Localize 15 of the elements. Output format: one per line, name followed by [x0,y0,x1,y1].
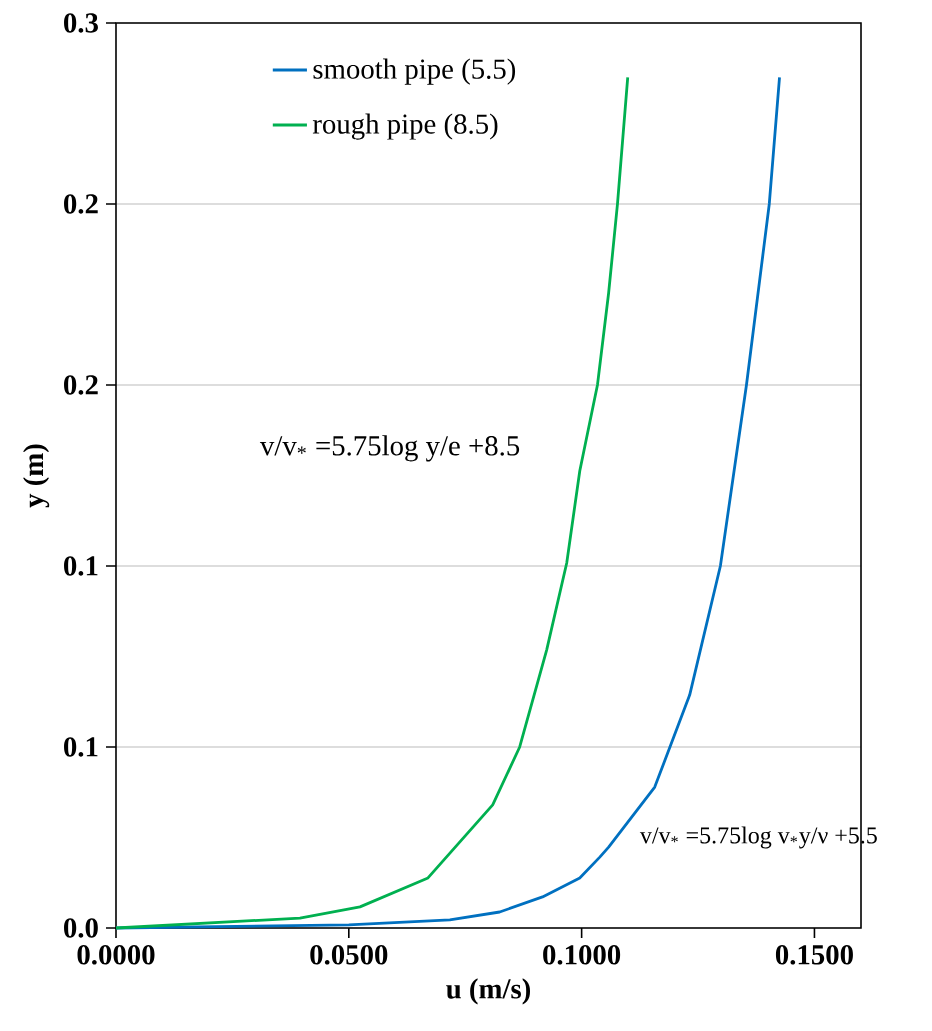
y-tick-label: 0.3 [64,13,98,33]
legend-label: smooth pipe (5.5) [313,58,516,85]
y-tick-label: 0.2 [64,375,98,395]
x-tick-label: 0.1000 [543,945,621,965]
x-tick-label: 0.1500 [775,945,853,965]
y-tick-label: 0.1 [64,737,98,757]
y-tick-label: 0.0 [64,918,98,938]
x-tick-label: 0.0000 [77,945,155,965]
y-tick-label: 0.2 [64,194,98,214]
y-tick-label: 0.1 [64,556,98,576]
annotation: v/v$_{*}$ =5.75log y/e +8.5 [259,435,520,462]
x-tick-label: 0.0500 [310,945,388,965]
y-axis-title: y (m) [23,444,50,508]
x-axis-title: u (m/s) [446,978,531,1005]
legend-label: rough pipe (8.5) [312,113,498,140]
